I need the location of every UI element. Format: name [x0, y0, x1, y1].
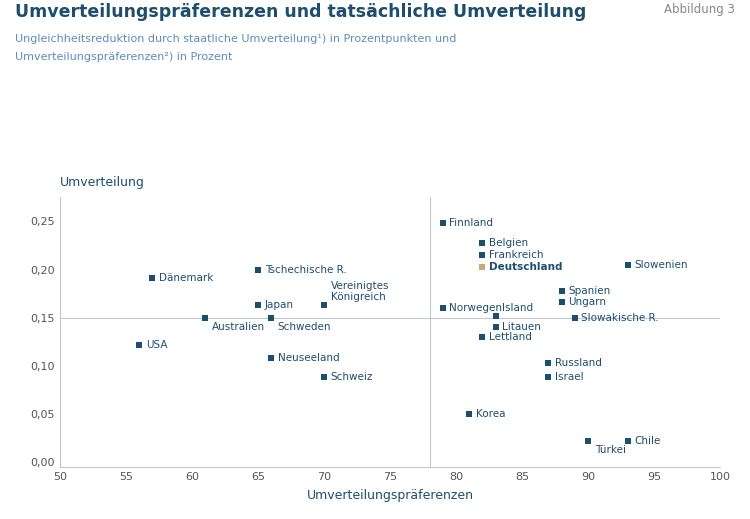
Text: Türkei: Türkei	[595, 445, 626, 455]
Text: Umverteilungspräferenzen und tatsächliche Umverteilung: Umverteilungspräferenzen und tatsächlich…	[15, 3, 586, 21]
Text: Australien: Australien	[211, 322, 265, 332]
Text: Spanien: Spanien	[568, 286, 610, 296]
Text: Chile: Chile	[634, 436, 661, 446]
Text: Dänemark: Dänemark	[159, 273, 214, 283]
Text: Israel: Israel	[555, 373, 584, 383]
Text: Umverteilung: Umverteilung	[60, 176, 145, 189]
Text: Slowenien: Slowenien	[634, 260, 688, 270]
Text: Norwegen: Norwegen	[449, 303, 503, 313]
Text: Ungleichheitsreduktion durch staatliche Umverteilung¹) in Prozentpunkten und: Ungleichheitsreduktion durch staatliche …	[15, 34, 456, 44]
Text: Frankreich: Frankreich	[489, 250, 544, 260]
Text: Finnland: Finnland	[449, 218, 494, 228]
Text: Belgien: Belgien	[489, 238, 528, 248]
Text: Tschechische R.: Tschechische R.	[265, 265, 346, 275]
Text: Ungarn: Ungarn	[568, 297, 606, 307]
X-axis label: Umverteilungspräferenzen: Umverteilungspräferenzen	[307, 489, 473, 502]
Text: Abbildung 3: Abbildung 3	[664, 3, 735, 16]
Text: Vereinigtes
Königreich: Vereinigtes Königreich	[331, 281, 389, 302]
Text: Schweden: Schweden	[278, 322, 332, 332]
Text: Island: Island	[503, 303, 533, 313]
Text: Lettland: Lettland	[489, 332, 532, 342]
Text: Schweiz: Schweiz	[331, 373, 373, 383]
Text: Slowakische R.: Slowakische R.	[581, 313, 659, 323]
Text: Korea: Korea	[476, 409, 506, 419]
Text: Deutschland: Deutschland	[489, 262, 562, 271]
Text: Neuseeland: Neuseeland	[278, 353, 340, 363]
Text: USA: USA	[146, 340, 167, 350]
Text: Japan: Japan	[265, 300, 293, 310]
Text: Russland: Russland	[555, 358, 602, 368]
Text: Umverteilungspräferenzen²) in Prozent: Umverteilungspräferenzen²) in Prozent	[15, 52, 232, 62]
Text: Litauen: Litauen	[503, 322, 541, 332]
